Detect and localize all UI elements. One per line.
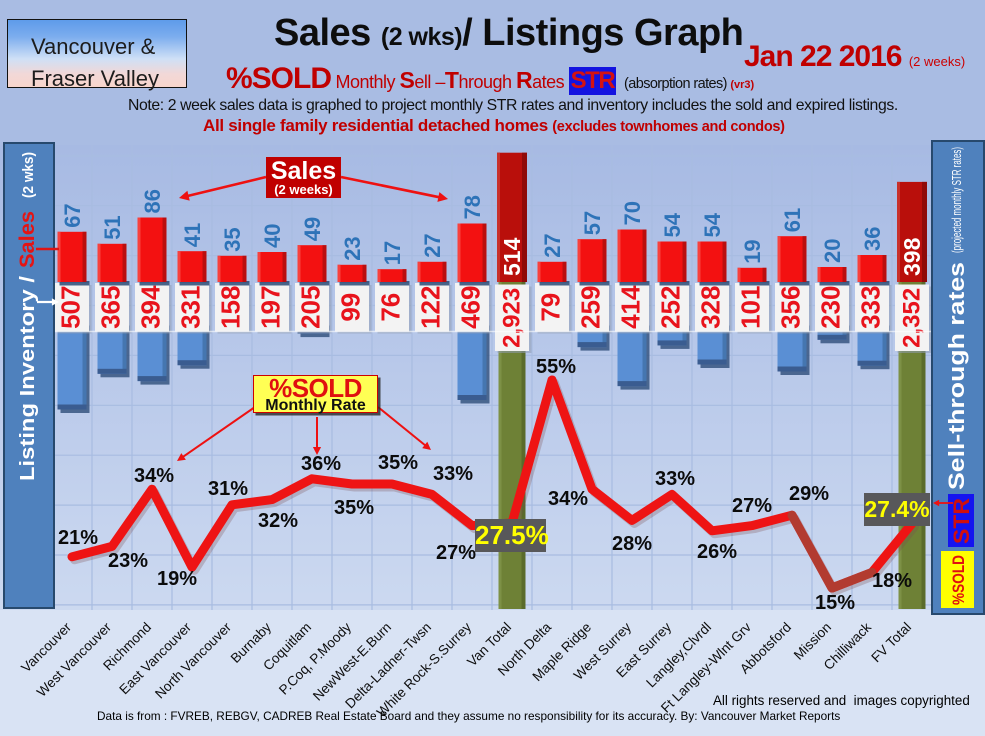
svg-text:365: 365 [96,286,126,329]
svg-text:STR: STR [949,498,974,544]
svg-text:North Vancouver: North Vancouver [152,619,234,701]
svg-text:79: 79 [536,293,566,322]
svg-text:27: 27 [540,233,565,257]
svg-text:27: 27 [420,233,445,257]
svg-text:East Vancouver: East Vancouver [116,619,194,697]
svg-text:331: 331 [176,286,206,329]
svg-text:19%: 19% [157,568,197,590]
svg-text:31%: 31% [208,478,248,500]
svg-text:414: 414 [616,285,646,329]
svg-text:27%: 27% [436,542,476,564]
svg-text:P.Coq, P.Moody: P.Coq, P.Moody [276,619,354,697]
svg-text:33%: 33% [433,463,473,485]
svg-text:34%: 34% [548,488,588,510]
svg-text:Sell-through rates: Sell-through rates [944,262,969,490]
svg-text:86: 86 [140,189,165,213]
svg-text:26%: 26% [697,541,737,563]
svg-text:328: 328 [696,286,726,329]
svg-text:54: 54 [660,212,685,237]
svg-text:27%: 27% [732,495,772,517]
svg-text:35: 35 [220,227,245,251]
svg-text:99: 99 [336,293,366,322]
svg-text:514: 514 [499,237,525,276]
svg-text:Listing Inventory /: Listing Inventory / [17,275,39,481]
svg-text:41: 41 [180,223,205,247]
svg-text:23%: 23% [108,550,148,572]
svg-text:2,352: 2,352 [899,288,926,348]
svg-text:55%: 55% [536,356,576,378]
svg-text:197: 197 [256,286,286,329]
svg-text:333: 333 [856,286,886,329]
svg-text:61: 61 [780,208,805,232]
svg-text:469: 469 [456,286,486,329]
svg-text:507: 507 [56,286,86,329]
svg-text:23: 23 [340,236,365,260]
svg-text:78: 78 [460,195,485,219]
svg-text:51: 51 [100,215,125,239]
svg-text:67: 67 [60,203,85,227]
svg-text:205: 205 [296,286,326,329]
svg-text:230: 230 [816,286,846,329]
svg-text:19: 19 [740,239,765,263]
svg-text:259: 259 [576,286,606,329]
svg-text:57: 57 [580,211,605,235]
svg-text:40: 40 [260,224,285,248]
svg-text:398: 398 [899,237,925,276]
svg-text:356: 356 [776,286,806,329]
svg-text:Sales: Sales [16,211,39,268]
svg-text:18%: 18% [872,570,912,592]
svg-text:394: 394 [136,285,166,329]
svg-text:17: 17 [380,241,405,265]
svg-text:35%: 35% [378,452,418,474]
svg-text:36: 36 [860,227,885,251]
svg-text:2,923: 2,923 [499,288,526,348]
svg-text:28%: 28% [612,533,652,555]
svg-text:15%: 15% [815,592,855,614]
svg-text:(2 wks): (2 wks) [20,152,37,198]
svg-text:122: 122 [416,286,446,329]
svg-text:(projected monthly STR rates): (projected monthly STR rates) [949,147,964,253]
svg-text:49: 49 [300,217,325,241]
svg-text:20: 20 [820,239,845,263]
svg-text:%SOLD: %SOLD [949,555,968,605]
svg-text:158: 158 [216,286,246,329]
svg-text:33%: 33% [655,468,695,490]
svg-text:70: 70 [620,201,645,225]
svg-text:29%: 29% [789,483,829,505]
svg-text:54: 54 [700,212,725,237]
svg-text:101: 101 [736,286,766,329]
svg-text:252: 252 [656,286,686,329]
svg-text:76: 76 [376,293,406,322]
svg-text:35%: 35% [334,497,374,519]
svg-text:32%: 32% [258,510,298,532]
svg-text:FV Total: FV Total [868,620,914,666]
svg-text:21%: 21% [58,527,98,549]
svg-text:34%: 34% [134,465,174,487]
svg-text:36%: 36% [301,453,341,475]
